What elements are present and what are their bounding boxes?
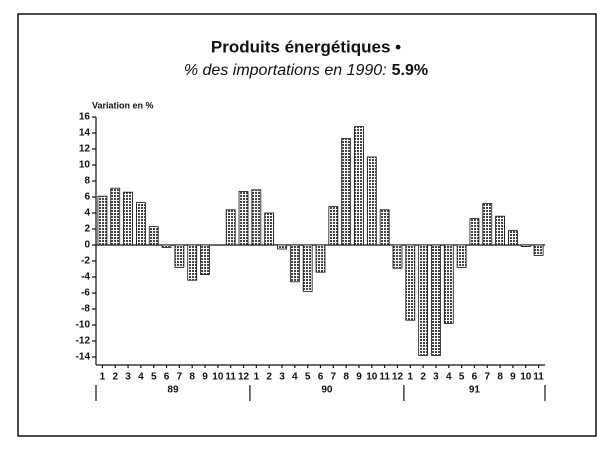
x-tick-label: 7	[177, 372, 183, 383]
bar	[443, 244, 454, 324]
x-tick-label: 6	[164, 372, 170, 383]
subtitle-value: 5.9%	[392, 62, 428, 79]
bar	[520, 244, 531, 247]
bar	[354, 126, 364, 246]
y-axis-label: Variation en %	[92, 100, 154, 110]
bar	[302, 244, 313, 292]
y-tick-label: 6	[84, 192, 90, 203]
bar	[379, 209, 390, 246]
y-tick-label: 2	[84, 224, 90, 235]
x-tick-label: 9	[356, 372, 362, 383]
bar	[469, 218, 480, 246]
y-tick-label: -6	[81, 288, 90, 299]
bar	[366, 156, 377, 246]
x-tick-label: 2	[266, 372, 272, 383]
bar	[277, 244, 287, 250]
x-tick-label: 11	[225, 372, 236, 383]
bar	[251, 189, 262, 246]
x-tick-label: 5	[459, 372, 465, 383]
x-tick-label: 12	[392, 372, 404, 383]
bar	[225, 209, 236, 246]
bar	[200, 244, 210, 276]
x-tick-label: 8	[497, 372, 503, 383]
x-tick-label: 1	[254, 372, 260, 383]
year-label: 90	[321, 385, 333, 396]
bar	[418, 244, 429, 356]
x-tick-label: 6	[472, 372, 478, 383]
x-tick-label: 3	[279, 372, 285, 383]
y-tick-label: 12	[79, 144, 91, 155]
bar	[315, 244, 326, 273]
x-tick-label: 3	[125, 372, 131, 383]
y-tick-label: -12	[76, 336, 91, 347]
x-tick-label: 10	[520, 372, 532, 383]
bar	[533, 244, 544, 256]
y-tick-label: 16	[79, 112, 91, 123]
year-label: 89	[167, 385, 179, 396]
x-tick-label: 11	[533, 372, 544, 383]
x-tick-label: 5	[151, 372, 157, 383]
bar	[495, 215, 505, 246]
bar	[110, 187, 121, 246]
x-tick-label: 3	[433, 372, 439, 383]
x-tick-label: 9	[510, 372, 516, 383]
bar	[238, 190, 249, 246]
x-tick-label: 11	[379, 372, 390, 383]
x-tick-label: 2	[112, 372, 118, 383]
y-tick-label: -4	[81, 272, 90, 283]
bar	[264, 212, 275, 246]
x-tick-label: 9	[202, 372, 208, 383]
bar	[148, 226, 159, 246]
x-tick-label: 7	[484, 372, 490, 383]
x-tick-label: 4	[446, 372, 452, 383]
chart-title: Produits énergétiques •	[211, 37, 401, 56]
y-tick-label: -14	[76, 352, 91, 363]
bar	[123, 191, 133, 246]
bar	[289, 244, 300, 283]
bar	[508, 230, 518, 246]
bar	[328, 206, 339, 246]
x-tick-label: 5	[305, 372, 311, 383]
x-tick-label: 6	[318, 372, 324, 383]
y-tick-label: 10	[79, 160, 91, 171]
x-tick-label: 10	[212, 372, 224, 383]
y-tick-label: 4	[84, 208, 90, 219]
chart-subtitle: % des importations en 1990: 5.9%	[184, 62, 428, 79]
subtitle-text: % des importations en 1990:	[184, 62, 387, 79]
bar	[431, 244, 441, 356]
bar	[405, 244, 416, 321]
x-tick-label: 4	[138, 372, 144, 383]
y-tick-label: 0	[84, 240, 90, 251]
x-tick-label: 1	[408, 372, 414, 383]
x-tick-label: 2	[420, 372, 426, 383]
bar	[174, 244, 185, 268]
bar	[161, 244, 172, 248]
x-tick-label: 10	[366, 372, 378, 383]
bar	[456, 244, 467, 268]
x-tick-label: 8	[343, 372, 349, 383]
year-label: 91	[469, 385, 481, 396]
x-tick-label: 4	[292, 372, 298, 383]
y-tick-label: 14	[79, 128, 91, 139]
y-tick-label: -10	[76, 320, 91, 331]
frame	[17, 13, 597, 437]
x-tick-label: 12	[238, 372, 250, 383]
bar	[187, 244, 198, 281]
bar	[97, 195, 108, 246]
y-tick-label: -2	[81, 256, 90, 267]
x-tick-label: 7	[331, 372, 337, 383]
bar	[392, 244, 403, 269]
bar	[136, 202, 146, 246]
bar	[341, 138, 352, 246]
x-tick-label: 1	[100, 372, 106, 383]
y-tick-label: 8	[84, 176, 90, 187]
x-tick-label: 8	[189, 372, 195, 383]
bar	[482, 202, 493, 246]
y-tick-label: -8	[81, 304, 90, 315]
